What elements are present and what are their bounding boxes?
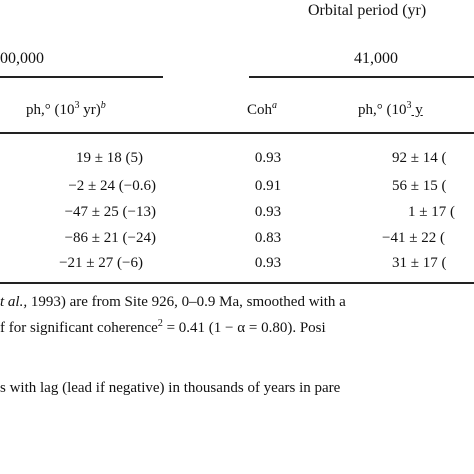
coh-cell: 0.93 bbox=[254, 255, 282, 271]
coh-header-footnote: a bbox=[272, 100, 278, 111]
ph2-cell: 56 ± 15 ( bbox=[392, 178, 447, 194]
table-bottom-rule bbox=[0, 282, 474, 284]
ph-column-header: ph,° (103 yr)b bbox=[26, 100, 106, 119]
ph2-cell: −41 ± 22 ( bbox=[382, 230, 445, 246]
coh-cell: 0.93 bbox=[254, 204, 282, 220]
ph-header-footnote: b bbox=[100, 100, 106, 111]
ph-header-exp: 3 bbox=[74, 100, 80, 111]
ph2-cell: 92 ± 14 ( bbox=[392, 150, 447, 166]
note-line-2-text-a: f for significant coherence bbox=[0, 320, 158, 336]
ph-cell: −21 ± 27 (−6) bbox=[59, 255, 143, 271]
coh-cell: 0.93 bbox=[254, 150, 282, 166]
coh-column-header: Coha bbox=[247, 100, 278, 119]
table-note-line-2: f for significant coherence2 = 0.41 (1 −… bbox=[0, 318, 326, 337]
note-line-1-text: 1993) are from Site 926, 0–0.9 Ma, smoot… bbox=[27, 294, 346, 310]
ph-header-unit: yr) bbox=[79, 102, 101, 118]
coh-cell: 0.83 bbox=[254, 230, 282, 246]
ph2-column-header: ph,° (103 y bbox=[358, 100, 423, 119]
note-line-2-sup: 2 bbox=[157, 318, 163, 329]
ph2-header-prefix: ph,° (10 bbox=[358, 102, 407, 118]
ph2-cell: 1 ± 17 ( bbox=[408, 204, 455, 220]
period-right-label: 41,000 bbox=[354, 50, 398, 67]
spanner-rule-left bbox=[0, 76, 163, 78]
ph-cell: −47 ± 25 (−13) bbox=[64, 204, 156, 220]
ph2-header-exp: 3 bbox=[406, 100, 412, 111]
coh-header-label: Coh bbox=[247, 102, 273, 118]
note-citation-italic: t al., bbox=[0, 294, 28, 310]
ph-header-prefix: ph,° (10 bbox=[26, 102, 75, 118]
ph-cell: −86 ± 21 (−24) bbox=[64, 230, 156, 246]
ph2-cell: 31 ± 17 ( bbox=[392, 255, 447, 271]
ph2-header-suffix: y bbox=[411, 102, 423, 118]
coh-cell: 0.91 bbox=[254, 178, 282, 194]
ph-cell: −2 ± 24 (−0.6) bbox=[68, 178, 156, 194]
table-note-line-3: s with lag (lead if negative) in thousan… bbox=[0, 380, 341, 396]
spanner-rule-right bbox=[249, 76, 474, 78]
period-left-label: 00,000 bbox=[0, 50, 44, 67]
table-note-line-1: t al., 1993) are from Site 926, 0–0.9 Ma… bbox=[0, 294, 346, 311]
header-rule bbox=[0, 132, 474, 134]
ph-cell: 19 ± 18 (5) bbox=[76, 150, 143, 166]
note-line-2-text-b: = 0.41 (1 − α = 0.80). Posi bbox=[162, 320, 326, 336]
spanner-header: Orbital period (yr) bbox=[308, 2, 427, 19]
